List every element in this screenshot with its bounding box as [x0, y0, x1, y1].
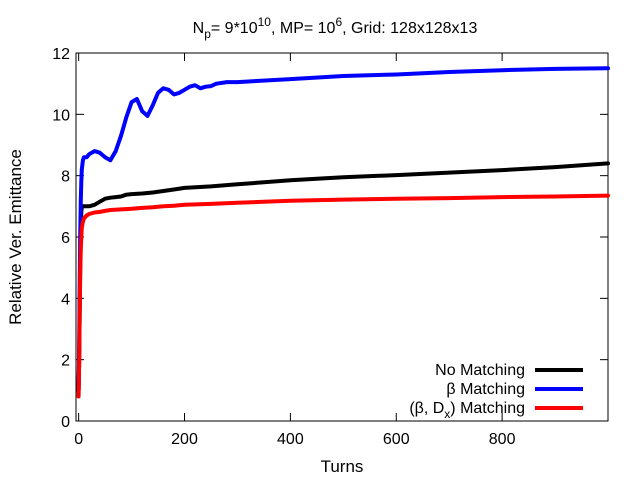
title-np-exp: 10 [258, 15, 272, 29]
legend-label-no-matching: No Matching [435, 362, 525, 379]
x-axis: 0 200 400 600 800 [74, 53, 516, 448]
x-axis-label: Turns [321, 457, 364, 476]
y-tick-label: 4 [61, 291, 70, 308]
title-grid: , Grid: 128x128x13 [342, 20, 477, 37]
x-tick-label: 0 [74, 431, 83, 448]
series-beta-matching [76, 66, 610, 393]
x-tick-label: 800 [489, 431, 516, 448]
title-np-sub: p [204, 27, 211, 41]
title-mp-exp: 6 [335, 15, 342, 29]
title-np: N [193, 20, 205, 37]
title-mp-value: , MP= 10 [271, 20, 336, 37]
y-tick-label: 8 [61, 169, 70, 186]
y-axis-label: Relative Ver. Emittance [6, 149, 25, 325]
plot-area [75, 52, 609, 422]
y-tick-label: 12 [52, 46, 70, 63]
legend-beta-dx-tail: ) Matching [450, 400, 525, 417]
legend-label-beta-matching: β Matching [446, 381, 525, 398]
title-np-value: = 9*10 [211, 20, 258, 37]
legend-label-beta-dx-matching: (β, Dx) Matching [409, 400, 525, 421]
legend: No Matching β Matching (β, Dx) Matching [409, 362, 583, 421]
x-tick-label: 200 [171, 431, 198, 448]
chart-title: Np= 9*1010, MP= 106, Grid: 128x128x13 [193, 15, 478, 41]
y-tick-label: 6 [61, 230, 70, 247]
x-tick-label: 600 [383, 431, 410, 448]
y-tick-label: 0 [61, 414, 70, 431]
series-layer [76, 66, 610, 399]
y-tick-label: 10 [52, 107, 70, 124]
legend-beta-dx-main: (β, D [409, 400, 444, 417]
legend-beta-dx-sub: x [444, 407, 450, 421]
x-tick-label: 400 [277, 431, 304, 448]
y-tick-label: 2 [61, 353, 70, 370]
series-beta-dx-matching [76, 193, 610, 399]
